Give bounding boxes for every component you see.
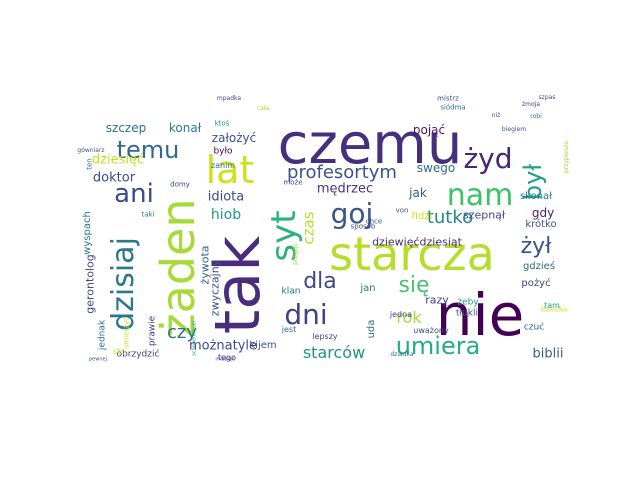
word-domy: domy [170,180,190,189]
word-gerontolog: gerontolog [83,254,97,314]
word-szepnal: szepnął [462,208,506,222]
word-miesiac: miesiąc [215,356,235,363]
word-lat: lat [205,148,255,192]
word-obrzydzic: obrzydzić [116,349,160,360]
word-jest: jest [281,325,297,334]
word-sto: sto [112,347,126,356]
word-fidzi: fidżi [411,211,433,222]
word-pewnej: pewnej [89,356,107,363]
word-medrzec: mędrzec [316,181,374,197]
word-hiob: hiob [210,207,242,223]
word-von: von [395,206,409,215]
word-mpadka: mpadka [216,95,242,102]
word-razy: razy [425,293,449,307]
word-idiota: idiota [207,189,245,205]
word-urazony: uważony [413,326,449,335]
word-rok: rok [396,308,422,327]
word-zanim: zanim [210,161,236,170]
word-taki: taki [141,210,155,219]
word-czas: czas [299,211,318,245]
word-konal: konał [168,121,202,135]
word-pozyc: pożyć [521,278,551,289]
word-ktos: ktoś [214,119,230,128]
word-klan: klan [281,286,301,297]
word-krotko: krótko [525,219,557,230]
word-profesortym: profesortym [287,162,397,183]
word-tam: tam [544,301,560,310]
word-zeby: żeby [457,297,479,308]
word-mistrz: mistrz [437,94,459,103]
word-pojac: pojąć [412,123,446,137]
word-przyjac: przyjąć [292,243,299,265]
word-zaden: żaden [151,198,205,338]
word-chce: chce [365,217,383,226]
word-szpas: szpas [538,94,556,101]
word-zmoja: żmoja [521,101,541,108]
word-umiera: umiera [395,332,481,360]
word-biegiem: biegiem [501,126,527,133]
word-starcow: starców [302,343,366,362]
word-tlukli: tłukli [455,308,479,319]
word-biblii: biblii [532,346,564,362]
word-zywota: żywota [198,245,212,285]
word-dla: dla [303,269,337,294]
word-sie: się [398,273,430,298]
word-temu: temu [116,136,180,164]
word-przypiesza: przypiesza [563,140,570,174]
word-czemu: czemu [277,112,463,177]
word-jak: jak [409,186,427,200]
word-siodma: siódma [440,103,466,112]
word-nam: nam [446,178,514,213]
word-gowniarz: gówniarz [77,147,105,154]
word-zyd: żyd [463,142,513,175]
word-moze: może [283,178,303,187]
word-zyl: żył [520,234,552,259]
word-bylo: było [213,146,233,157]
word-kijem: kijem [249,340,277,351]
word-jednak: jednak [97,319,108,351]
word-umierzyc: umierzyć [122,316,131,350]
word-sposob: sposób [350,222,376,231]
word-cala: cała [256,105,270,112]
word-czuc: czuć [523,322,545,333]
word-dziewiecdziesiat: dziewięćdziesiąt [372,235,462,249]
word-dziecka: dziecka [540,305,568,314]
word-lepszy: lepszy [312,332,338,341]
word-uda: uda [366,319,377,339]
word-tutko: tutko [426,207,474,228]
word-jedna: jedna [389,310,413,319]
word-tego: tego [217,353,237,362]
word-moznatyle: możnatyle [188,338,258,354]
word-dziadka: dziadka [390,351,414,358]
word-wyspach: wyspach [82,211,93,255]
word-swego: swego [416,161,456,175]
word-dziesiec: dziesięć [91,152,145,168]
word-starcza: starcza [329,227,495,281]
word-nie: nie [435,281,525,349]
word-robi: robi [530,113,542,120]
word-gdy: gdy [531,206,555,220]
word-szczep: szczep [105,121,147,135]
word-schopenhauer: schopenhauer [191,320,198,356]
word-doktor: doktor [92,170,136,186]
word-ten: ten [85,158,94,170]
word-prawie: prawie [147,315,158,347]
word-goj: goj [330,197,374,230]
word-ani: ani [114,179,154,209]
word-dni: dni [284,298,328,331]
word-zalozyc: założyć [211,131,257,145]
word-czy: czy [167,322,197,343]
word-skonal: skonał [519,191,553,202]
word-niz: niż [491,112,501,119]
word-gdzies: gdzieś [522,261,556,272]
word-jan: jan [360,283,376,294]
